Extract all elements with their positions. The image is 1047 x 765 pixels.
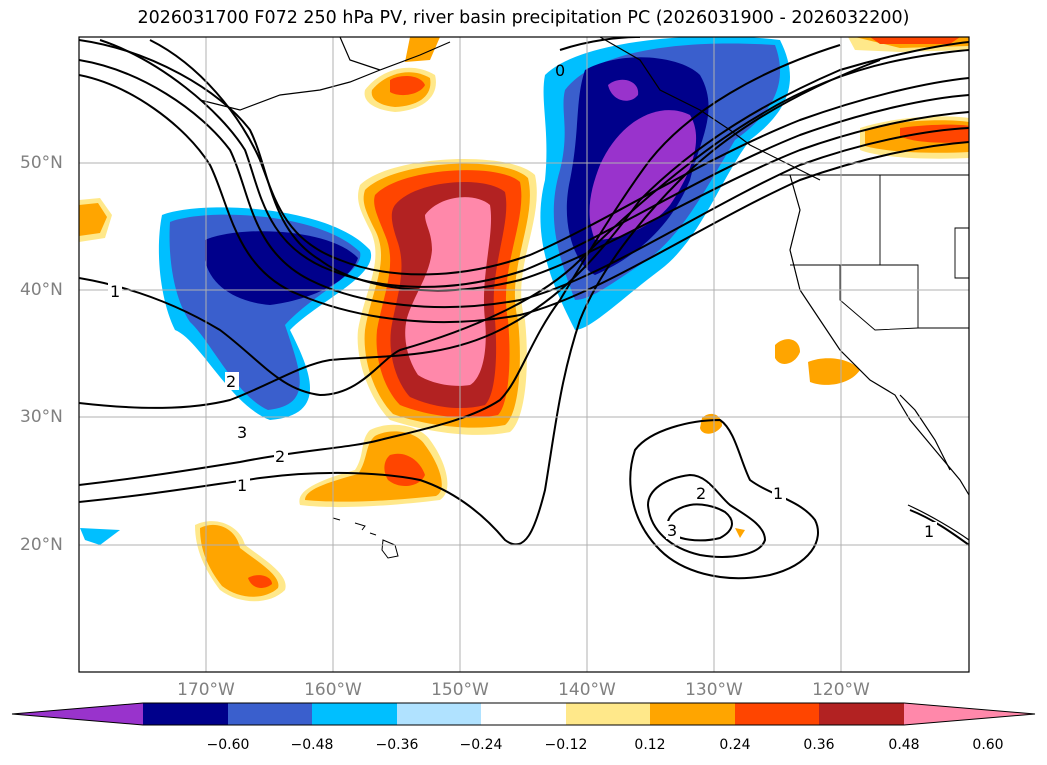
lat-label: 50°N xyxy=(20,153,63,173)
colorbar-bin xyxy=(735,703,819,725)
colorbar-extend-right xyxy=(904,703,1035,725)
contour-labels: 1 2 3 2 1 0 2 1 3 1 xyxy=(108,61,937,541)
colorbar-bin xyxy=(481,703,566,725)
precip-positive-region-south xyxy=(195,521,286,602)
contour-label: 3 xyxy=(237,423,247,442)
lon-label: 120°W xyxy=(812,680,870,700)
contour-label: 2 xyxy=(696,484,706,503)
colorbar-bin xyxy=(650,703,735,725)
colorbar-tick: 0.12 xyxy=(634,737,666,753)
colorbar xyxy=(11,702,1036,726)
map-frame xyxy=(78,36,970,673)
colorbar-bin xyxy=(143,703,228,725)
contour-label: 1 xyxy=(237,476,247,495)
lon-label: 170°W xyxy=(177,680,235,700)
map-title: 2026031700 F072 250 hPa PV, river basin … xyxy=(137,8,910,28)
colorbar-tick: −0.12 xyxy=(544,737,588,753)
colorbar-tick: −0.36 xyxy=(375,737,419,753)
colorbar-tick: 0.60 xyxy=(972,737,1004,753)
precip-positive-region-central xyxy=(299,158,537,508)
colorbar-bin xyxy=(819,703,904,725)
colorbar-tick: −0.60 xyxy=(206,737,250,753)
colorbar-tick: 0.36 xyxy=(803,737,835,753)
lon-label: 160°W xyxy=(304,680,362,700)
colorbar-tick: 0.48 xyxy=(888,737,920,753)
colorbar-bin xyxy=(312,703,397,725)
lat-label: 30°N xyxy=(20,407,63,427)
precip-negative-region-central xyxy=(80,207,372,545)
lon-label: 140°W xyxy=(558,680,616,700)
contour-label: 1 xyxy=(110,282,120,301)
coastlines xyxy=(199,37,969,541)
colorbar-bin xyxy=(228,703,312,725)
colorbar-tick: 0.24 xyxy=(719,737,751,753)
colorbar-tick: −0.24 xyxy=(459,737,503,753)
lon-label: 150°W xyxy=(431,680,489,700)
precip-positive-small-blobs xyxy=(79,37,969,538)
precip-negative-region-coast xyxy=(540,37,791,330)
colorbar-bin xyxy=(566,703,650,725)
contour-label: 2 xyxy=(275,447,285,466)
hawaiian-islands xyxy=(332,517,399,559)
contour-label: 1 xyxy=(924,522,934,541)
lon-label: 130°W xyxy=(685,680,743,700)
graticule xyxy=(79,37,969,672)
contour-label: 1 xyxy=(773,484,783,503)
contour-label: 0 xyxy=(555,61,565,80)
colorbar-tick: −0.48 xyxy=(290,737,334,753)
contour-label: 3 xyxy=(667,521,677,540)
colorbar-extend-left xyxy=(12,703,143,725)
contour-label: 2 xyxy=(226,372,236,391)
colorbar-bin xyxy=(397,703,481,725)
lat-label: 20°N xyxy=(20,535,63,555)
lat-label: 40°N xyxy=(20,280,63,300)
